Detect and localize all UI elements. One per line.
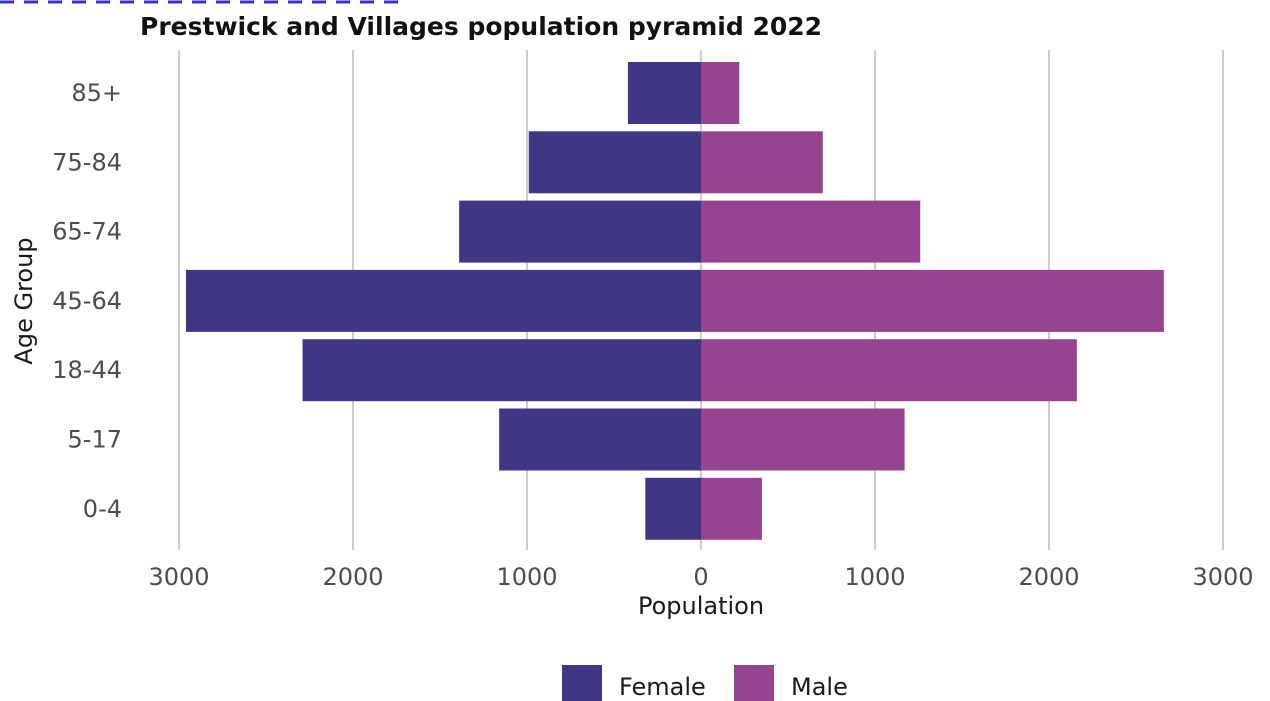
legend: Female Male bbox=[562, 665, 848, 701]
x-tick-label: 3000 bbox=[1192, 563, 1253, 591]
bar-female-0-4 bbox=[645, 477, 701, 540]
x-tick-label: 3000 bbox=[148, 563, 209, 591]
x-tick-label: 1000 bbox=[496, 563, 557, 591]
x-tick-label: 2000 bbox=[322, 563, 383, 591]
bar-female-5-17 bbox=[499, 408, 701, 471]
y-tick-label: 45-64 bbox=[52, 287, 122, 315]
legend-swatch-female bbox=[562, 665, 602, 701]
legend-label-male: Male bbox=[791, 673, 848, 701]
x-axis-title: Population bbox=[638, 592, 764, 620]
bar-male-65-74 bbox=[701, 200, 921, 263]
legend-swatch-male bbox=[734, 665, 774, 701]
y-tick-labels: 85+ 75-84 65-74 45-64 18-44 5-17 0-4 bbox=[52, 79, 122, 523]
bars bbox=[185, 62, 1164, 540]
x-tick-label: 2000 bbox=[1018, 563, 1079, 591]
y-tick-label: 0-4 bbox=[83, 495, 122, 523]
bar-female-45-64 bbox=[185, 269, 701, 332]
bar-male-85+ bbox=[701, 62, 740, 124]
bar-male-5-17 bbox=[701, 408, 905, 471]
x-tick-labels: 3000 2000 1000 0 1000 2000 3000 bbox=[148, 563, 1253, 591]
y-tick-label: 75-84 bbox=[52, 148, 122, 176]
bar-female-75-84 bbox=[528, 131, 701, 194]
bar-male-18-44 bbox=[701, 339, 1077, 402]
legend-label-female: Female bbox=[619, 673, 706, 701]
y-tick-label: 5-17 bbox=[68, 426, 122, 454]
bar-male-45-64 bbox=[701, 269, 1164, 332]
x-tick-label: 1000 bbox=[844, 563, 905, 591]
bar-female-65-74 bbox=[459, 200, 701, 263]
bar-male-0-4 bbox=[701, 477, 762, 540]
y-axis-title: Age Group bbox=[10, 237, 38, 364]
bar-female-85+ bbox=[627, 62, 701, 124]
bar-female-18-44 bbox=[302, 339, 701, 402]
y-tick-label: 18-44 bbox=[52, 356, 122, 384]
y-tick-label: 65-74 bbox=[52, 218, 122, 246]
bar-male-75-84 bbox=[701, 131, 823, 194]
chart-title: Prestwick and Villages population pyrami… bbox=[140, 12, 822, 41]
x-tick-label: 0 bbox=[693, 563, 708, 591]
y-tick-label: 85+ bbox=[71, 79, 122, 107]
